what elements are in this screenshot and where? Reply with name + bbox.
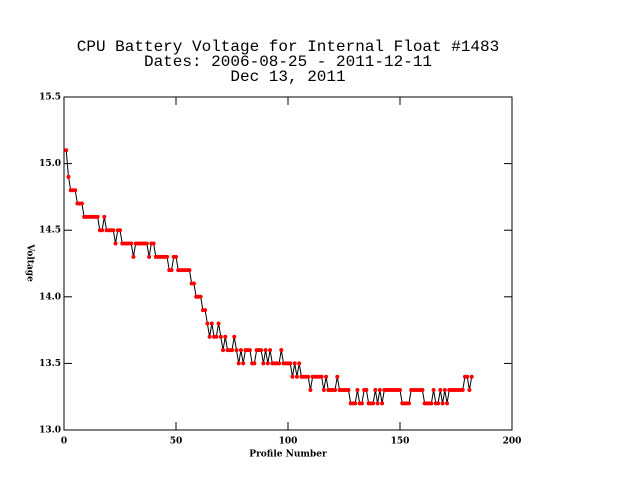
point	[364, 388, 369, 393]
chart-subtitle: Dates: 2006-08-25 - 2011-12-11	[144, 53, 432, 71]
point	[469, 374, 474, 379]
point	[218, 334, 223, 339]
chart-title: CPU Battery Voltage for Internal Float #…	[77, 38, 499, 56]
point	[346, 388, 351, 393]
point	[259, 348, 264, 353]
point	[198, 294, 203, 299]
x-axis-label: Profile Number	[249, 450, 327, 460]
point	[131, 254, 136, 259]
y-tick-label: 14.0	[39, 292, 61, 302]
chart-date: Dec 13, 2011	[230, 68, 345, 86]
point	[420, 388, 425, 393]
point	[398, 388, 402, 393]
point	[223, 334, 228, 339]
point	[221, 348, 226, 353]
point	[207, 334, 212, 339]
point	[169, 268, 174, 273]
point	[277, 361, 282, 366]
point	[445, 401, 450, 406]
point	[268, 348, 273, 353]
point	[232, 334, 237, 339]
y-axis-label: Voltage	[25, 243, 35, 282]
point	[230, 348, 234, 353]
point	[333, 388, 338, 393]
point	[288, 361, 293, 366]
point	[234, 348, 239, 353]
point	[359, 401, 364, 406]
point	[241, 361, 246, 366]
point	[279, 348, 284, 353]
point	[66, 174, 71, 179]
point	[203, 308, 208, 313]
point	[465, 374, 470, 379]
x-tick-label: 50	[170, 437, 183, 447]
y-tick-label: 13.0	[39, 426, 61, 436]
point	[191, 281, 196, 286]
point	[377, 388, 382, 393]
y-tick-label: 15.0	[39, 159, 61, 169]
point	[265, 361, 270, 366]
point	[95, 214, 100, 219]
point	[236, 361, 241, 366]
point	[261, 361, 266, 366]
point	[100, 228, 105, 233]
point	[252, 361, 257, 366]
point	[406, 401, 411, 406]
x-tick-label: 200	[503, 437, 522, 447]
point	[247, 348, 252, 353]
point	[319, 374, 324, 379]
point	[290, 374, 295, 379]
point	[353, 401, 358, 406]
point	[460, 388, 465, 393]
point	[118, 228, 122, 233]
point	[147, 254, 152, 259]
point	[205, 321, 210, 326]
point	[436, 401, 441, 406]
point	[467, 388, 472, 393]
point	[438, 388, 443, 393]
point	[440, 401, 445, 406]
x-tick-label: 0	[61, 437, 67, 447]
point	[335, 374, 340, 379]
point	[144, 241, 149, 246]
point	[371, 401, 376, 406]
point	[297, 361, 302, 366]
point	[73, 188, 78, 193]
point	[294, 374, 299, 379]
point	[431, 388, 436, 393]
point	[429, 401, 434, 406]
y-tick-label: 15.5	[39, 93, 61, 103]
point	[263, 348, 268, 353]
x-tick-label: 100	[279, 437, 298, 447]
x-tick-label: 150	[391, 437, 410, 447]
point	[292, 361, 297, 366]
point	[214, 334, 219, 339]
point	[174, 254, 178, 259]
point	[306, 374, 311, 379]
point	[308, 388, 313, 393]
point	[64, 148, 69, 153]
point	[380, 401, 385, 406]
point	[375, 401, 380, 406]
point	[187, 268, 192, 273]
point	[321, 388, 326, 393]
point	[355, 388, 360, 393]
point	[79, 201, 84, 206]
point	[216, 321, 221, 326]
point	[442, 388, 447, 393]
point	[373, 388, 378, 393]
point	[165, 254, 170, 259]
point	[151, 241, 156, 246]
y-tick-label: 14.5	[39, 226, 61, 236]
point	[113, 241, 118, 246]
point	[209, 321, 214, 326]
y-tick-label: 13.5	[39, 359, 61, 369]
point	[102, 214, 107, 219]
point	[111, 228, 116, 233]
point	[238, 348, 243, 353]
point	[324, 374, 329, 379]
point	[129, 241, 134, 246]
